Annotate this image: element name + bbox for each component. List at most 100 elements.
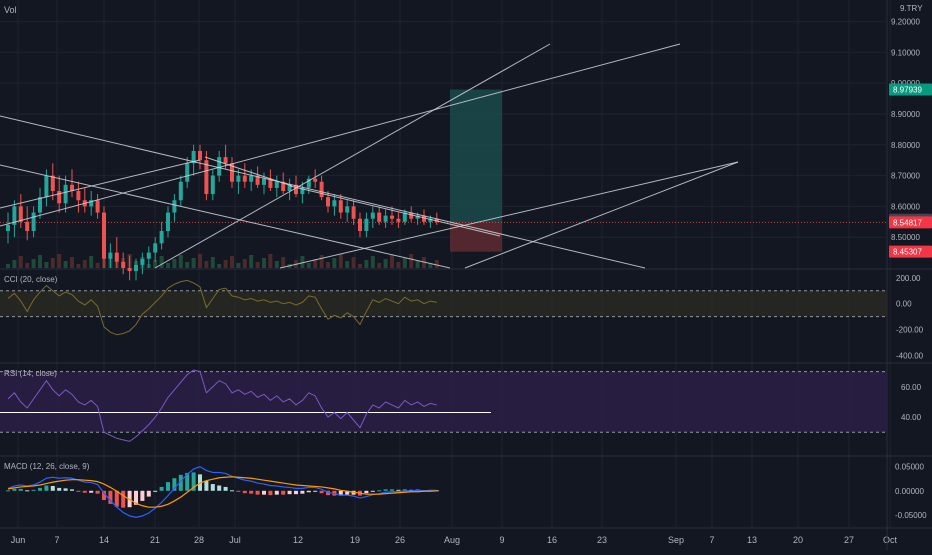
candle[interactable]: [70, 169, 74, 198]
candle-body[interactable]: [172, 200, 177, 213]
rsi-pane[interactable]: 60.00 40.00 RSI (14, close): [0, 369, 922, 442]
candle-body[interactable]: [390, 215, 394, 219]
candles[interactable]: [6, 144, 439, 281]
candle[interactable]: [178, 175, 183, 207]
candle-body[interactable]: [383, 215, 388, 222]
candle-body[interactable]: [204, 160, 209, 195]
candle[interactable]: [50, 163, 55, 201]
candle-body[interactable]: [434, 218, 439, 222]
candle-body[interactable]: [230, 163, 234, 182]
candle[interactable]: [204, 150, 209, 201]
candle[interactable]: [63, 175, 68, 213]
candle[interactable]: [249, 169, 254, 191]
candle[interactable]: [121, 252, 126, 275]
candle-body[interactable]: [76, 190, 81, 201]
candle-body[interactable]: [127, 268, 132, 272]
candle-body[interactable]: [268, 178, 273, 188]
candle-body[interactable]: [31, 212, 36, 232]
candle[interactable]: [140, 252, 145, 275]
candle[interactable]: [300, 181, 305, 204]
candle-body[interactable]: [306, 178, 311, 188]
candle[interactable]: [6, 212, 10, 244]
candle[interactable]: [377, 206, 382, 225]
candle-body[interactable]: [396, 218, 401, 222]
candle-body[interactable]: [287, 184, 292, 191]
candle[interactable]: [146, 246, 151, 268]
candle[interactable]: [153, 237, 158, 262]
candle-body[interactable]: [210, 175, 215, 195]
candle[interactable]: [95, 194, 100, 219]
candle-body[interactable]: [242, 175, 247, 182]
candle[interactable]: [422, 209, 426, 225]
candle[interactable]: [313, 169, 318, 188]
candle[interactable]: [127, 255, 132, 281]
candle-body[interactable]: [70, 184, 74, 191]
candle-body[interactable]: [249, 175, 254, 182]
trendline[interactable]: [0, 159, 201, 209]
candle-body[interactable]: [114, 252, 119, 262]
candle-body[interactable]: [364, 218, 369, 232]
position-stop-zone[interactable]: [450, 222, 502, 252]
position-target-zone[interactable]: [450, 89, 502, 223]
candle[interactable]: [390, 206, 394, 225]
trendline[interactable]: [0, 164, 451, 269]
candle-body[interactable]: [351, 206, 356, 219]
candle[interactable]: [383, 209, 388, 228]
candle[interactable]: [364, 212, 369, 238]
candle-body[interactable]: [63, 184, 68, 204]
candle-body[interactable]: [409, 212, 414, 219]
candle-body[interactable]: [108, 252, 113, 259]
candle-body[interactable]: [185, 163, 190, 182]
candle[interactable]: [12, 200, 17, 238]
candle-body[interactable]: [146, 252, 151, 259]
candle[interactable]: [25, 206, 30, 241]
candle[interactable]: [287, 178, 292, 201]
candle-body[interactable]: [338, 200, 343, 213]
candle[interactable]: [358, 212, 362, 238]
cci-pane[interactable]: 200.00 0.00 -200.00 -400.00 CCI (20, close): [0, 274, 924, 361]
candle-body[interactable]: [236, 175, 241, 182]
candle-body[interactable]: [140, 258, 145, 265]
candle[interactable]: [166, 206, 170, 238]
candle[interactable]: [242, 163, 247, 188]
candle-body[interactable]: [134, 264, 138, 272]
candle-body[interactable]: [428, 218, 433, 222]
candle-body[interactable]: [300, 187, 305, 195]
candle[interactable]: [198, 144, 202, 170]
candle-body[interactable]: [370, 212, 375, 219]
candle-body[interactable]: [18, 206, 23, 222]
candle-body[interactable]: [38, 197, 42, 213]
candle-body[interactable]: [223, 157, 228, 164]
candle[interactable]: [402, 209, 407, 225]
candle-body[interactable]: [102, 212, 106, 259]
time-axis[interactable]: Jun 7 14 21 28 Jul 12 19 26 Aug 9 16 23 Sep 7 13 20 27 Oct: [11, 535, 898, 545]
candle-body[interactable]: [422, 215, 426, 222]
candle[interactable]: [351, 200, 356, 225]
candle[interactable]: [332, 194, 337, 216]
candle-body[interactable]: [6, 224, 10, 232]
candle[interactable]: [89, 190, 94, 216]
candle-body[interactable]: [25, 221, 30, 232]
candle[interactable]: [159, 221, 164, 250]
candle[interactable]: [134, 258, 138, 281]
candle[interactable]: [76, 181, 81, 213]
trendline[interactable]: [464, 161, 739, 269]
trendline[interactable]: [204, 156, 293, 187]
price-pane[interactable]: 9.200009.100009.000008.900008.800008.700…: [0, 4, 932, 281]
candle-body[interactable]: [294, 184, 298, 195]
candle-body[interactable]: [89, 200, 94, 207]
candle-body[interactable]: [358, 218, 362, 232]
candle-body[interactable]: [415, 215, 420, 219]
candle[interactable]: [31, 206, 36, 238]
candle[interactable]: [102, 206, 106, 268]
candle-body[interactable]: [319, 181, 324, 198]
candle[interactable]: [108, 243, 113, 268]
candle[interactable]: [409, 206, 414, 222]
candle[interactable]: [274, 175, 279, 198]
candle-body[interactable]: [281, 181, 286, 191]
candle-body[interactable]: [57, 190, 62, 204]
candle[interactable]: [185, 157, 190, 188]
candle[interactable]: [262, 172, 266, 195]
